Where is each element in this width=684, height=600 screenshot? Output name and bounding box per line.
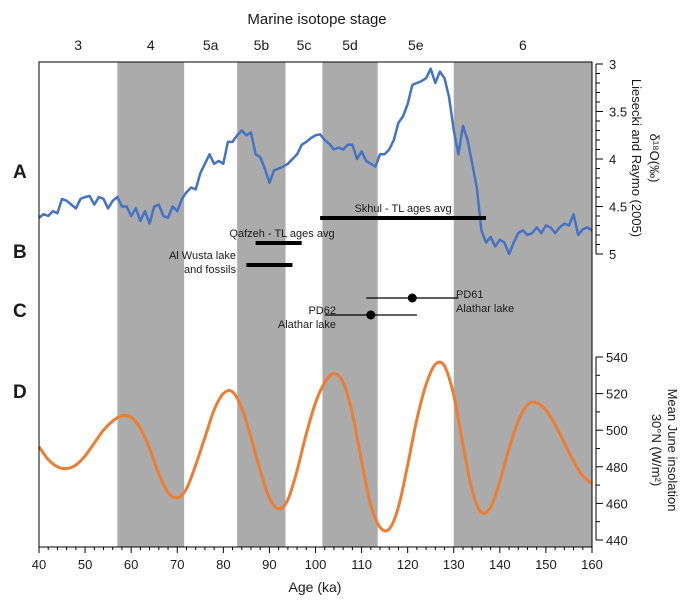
panel-letters: A B C D <box>13 162 27 403</box>
stage-bands <box>117 62 592 547</box>
stage-label-5e: 5e <box>408 37 424 53</box>
stage-band-5d <box>322 62 378 547</box>
stage-label-5a: 5a <box>203 37 219 53</box>
insolation-series <box>37 360 593 533</box>
panel-letter-B: B <box>13 242 27 263</box>
point-PD62 <box>366 310 376 320</box>
x-tick-label-100: 100 <box>305 557 327 572</box>
stage-axis-title: Marine isotope stage <box>247 11 386 28</box>
age-ranges: Skhul - TL ages avg Qafzeh - TL ages avg A… <box>169 203 487 276</box>
insolation-tick-label: 500 <box>606 423 628 438</box>
point-sublabel-PD61: Alathar lake <box>456 303 514 315</box>
x-tick-label-60: 60 <box>124 557 138 572</box>
isotope-line <box>38 67 593 256</box>
x-tick-label-80: 80 <box>216 557 230 572</box>
x-tick-label-90: 90 <box>262 557 276 572</box>
range-label-3: Al Wusta lake <box>169 250 236 262</box>
insolation-axis-sublabel: 30°N (W/m²) <box>649 414 664 486</box>
insolation-tick-label: 520 <box>606 387 628 402</box>
stage-label-3: 3 <box>74 37 82 53</box>
isotope-tick-label: 4.5 <box>609 200 627 215</box>
isotope-series <box>38 67 593 256</box>
range-label-2: Qafzeh - TL ages avg <box>229 228 334 240</box>
stage-label-4: 4 <box>147 37 155 53</box>
point-label-PD62: PD62 <box>308 305 336 317</box>
x-tick-label-40: 40 <box>32 557 46 572</box>
stage-label-5b: 5b <box>254 37 270 53</box>
isotope-axis-label: δ¹⁸O(‰) <box>647 134 662 183</box>
insolation-axis-label: Mean June insolation <box>665 389 680 512</box>
x-tick-label-50: 50 <box>78 557 92 572</box>
isotope-tick-label: 4 <box>609 152 616 167</box>
stage-label-5d: 5d <box>342 37 358 53</box>
age-points: PD61 Alathar lake PD62 Alathar lake <box>278 289 514 331</box>
stage-band-6 <box>453 62 592 547</box>
x-tick-label-120: 120 <box>397 557 419 572</box>
stage-label-5c: 5c <box>297 37 312 53</box>
stage-band-5b <box>237 62 286 547</box>
x-tick-label-70: 70 <box>170 557 184 572</box>
point-PD61 <box>407 293 417 303</box>
insolation-tick-label: 540 <box>606 350 628 365</box>
x-tick-label-140: 140 <box>489 557 511 572</box>
panel-letter-C: C <box>13 301 27 322</box>
panel-letter-D: D <box>13 382 27 403</box>
stage-label-6: 6 <box>519 37 527 53</box>
x-axis-label: Age (ka) <box>289 579 342 595</box>
x-tick-label-130: 130 <box>443 557 465 572</box>
isotope-y-axis: 3 3.5 4 4.5 5 <box>595 57 627 262</box>
stage-band-4 <box>117 62 185 547</box>
stage-labels: 3 4 5a 5b 5c 5d 5e 6 <box>74 37 527 53</box>
point-label-PD61: PD61 <box>456 289 484 301</box>
insolation-tick-label: 440 <box>606 533 628 548</box>
isotope-tick-label: 3 <box>609 57 616 72</box>
isotope-tick-label: 5 <box>609 247 616 262</box>
isotope-tick-label: 3.5 <box>609 105 627 120</box>
x-tick-label-110: 110 <box>351 557 372 572</box>
x-tick-label-160: 160 <box>581 557 603 572</box>
panel-letter-A: A <box>13 162 27 183</box>
x-tick-label-150: 150 <box>535 557 557 572</box>
x-axis: 40 50 60 70 80 90 100 110 120 130 140 150 160 <box>32 547 603 572</box>
insolation-line <box>37 360 593 533</box>
insolation-y-axis: 440 460 480 500 520 540 <box>595 350 628 548</box>
insolation-tick-label: 460 <box>606 496 628 511</box>
isotope-source-label: Liesecki and Raymo (2005) <box>629 79 644 237</box>
range-sublabel-3: and fossils <box>184 264 236 276</box>
point-sublabel-PD62: Alathar lake <box>278 319 336 331</box>
insolation-tick-label: 480 <box>606 460 628 475</box>
range-label-1: Skhul - TL ages avg <box>354 203 451 215</box>
